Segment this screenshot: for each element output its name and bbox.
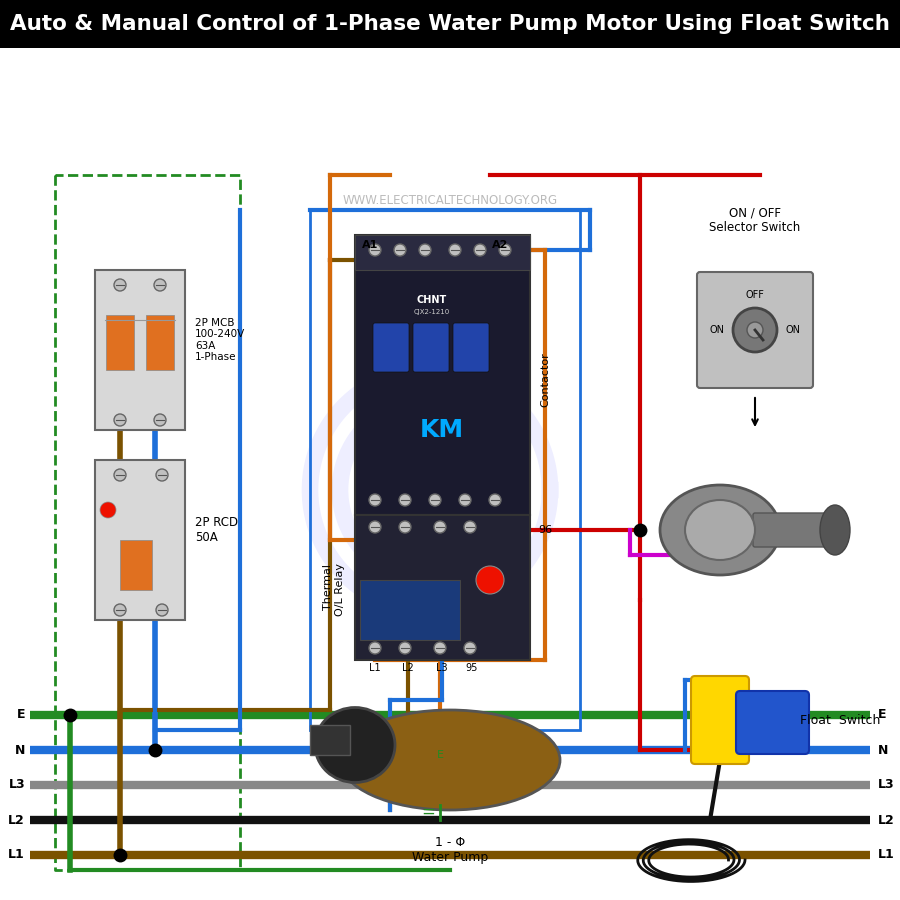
Bar (355, 235, 530, 270)
Circle shape (476, 566, 504, 594)
Text: L3: L3 (878, 778, 895, 791)
Text: OFF: OFF (745, 290, 764, 300)
Text: Contactor: Contactor (540, 353, 550, 408)
Circle shape (464, 521, 476, 533)
FancyBboxPatch shape (310, 725, 350, 755)
Text: ON: ON (786, 325, 800, 335)
Bar (120, 540, 152, 590)
Text: L3: L3 (8, 778, 25, 791)
Bar (106, 315, 134, 370)
Text: N: N (878, 743, 888, 757)
Text: L1: L1 (369, 663, 381, 673)
Text: L3: L3 (436, 663, 448, 673)
FancyBboxPatch shape (697, 272, 813, 388)
Text: L2: L2 (8, 814, 25, 826)
Circle shape (434, 521, 446, 533)
Text: 2P MCB
100-240V
63A
1-Phase: 2P MCB 100-240V 63A 1-Phase (195, 318, 245, 363)
Text: E: E (878, 708, 886, 722)
Circle shape (114, 469, 126, 481)
Circle shape (154, 414, 166, 426)
Text: CJX2-1210: CJX2-1210 (414, 309, 450, 315)
Bar (310, 210, 580, 730)
Text: Thermal
O/L Relay: Thermal O/L Relay (323, 563, 345, 616)
Text: L1: L1 (878, 849, 895, 861)
FancyBboxPatch shape (691, 676, 749, 764)
Text: 95: 95 (466, 663, 478, 673)
Text: KM: KM (420, 418, 464, 442)
Circle shape (489, 494, 501, 506)
Circle shape (114, 279, 126, 291)
Circle shape (499, 244, 511, 256)
Circle shape (394, 244, 406, 256)
Text: ON: ON (709, 325, 725, 335)
Circle shape (369, 244, 381, 256)
Circle shape (434, 642, 446, 654)
FancyBboxPatch shape (736, 691, 809, 754)
Text: E: E (436, 750, 444, 760)
Text: A1: A1 (362, 240, 378, 250)
Circle shape (156, 469, 168, 481)
FancyBboxPatch shape (753, 513, 837, 547)
Bar (360, 580, 460, 640)
Text: ON / OFF
Selector Switch: ON / OFF Selector Switch (709, 206, 801, 234)
Text: 2P RCD
50A: 2P RCD 50A (195, 516, 239, 544)
Text: N: N (14, 743, 25, 757)
Text: Float  Switch: Float Switch (800, 714, 880, 726)
Circle shape (369, 494, 381, 506)
Circle shape (429, 494, 441, 506)
Circle shape (100, 502, 116, 518)
Circle shape (399, 494, 411, 506)
Circle shape (474, 244, 486, 256)
Bar (95, 270, 185, 430)
Text: E: E (16, 708, 25, 722)
Text: CHNT: CHNT (417, 295, 447, 305)
Bar (0, 0, 900, 48)
Bar (355, 235, 530, 515)
Circle shape (747, 322, 763, 338)
Circle shape (114, 414, 126, 426)
Text: WWW.ELECTRICALTECHNOLOGY.ORG: WWW.ELECTRICALTECHNOLOGY.ORG (342, 194, 558, 206)
Ellipse shape (820, 505, 850, 555)
Ellipse shape (340, 710, 560, 810)
Text: 96: 96 (538, 525, 552, 535)
Circle shape (156, 604, 168, 616)
Text: L2: L2 (402, 663, 414, 673)
Circle shape (399, 642, 411, 654)
Circle shape (733, 308, 777, 352)
Text: 1 - Φ
Water Pump: 1 - Φ Water Pump (412, 836, 488, 864)
Circle shape (419, 244, 431, 256)
FancyBboxPatch shape (373, 323, 409, 372)
Circle shape (154, 279, 166, 291)
Ellipse shape (315, 707, 395, 782)
Circle shape (399, 521, 411, 533)
Ellipse shape (660, 485, 780, 575)
Circle shape (114, 604, 126, 616)
Text: L2: L2 (878, 814, 895, 826)
Bar (95, 460, 185, 620)
Circle shape (369, 642, 381, 654)
FancyBboxPatch shape (413, 323, 449, 372)
Circle shape (449, 244, 461, 256)
Bar (355, 515, 530, 660)
Circle shape (369, 521, 381, 533)
Text: =: = (421, 803, 435, 821)
Circle shape (464, 642, 476, 654)
Ellipse shape (685, 500, 755, 560)
Text: Auto & Manual Control of 1-Phase Water Pump Motor Using Float Switch: Auto & Manual Control of 1-Phase Water P… (10, 14, 890, 34)
FancyBboxPatch shape (453, 323, 489, 372)
Circle shape (459, 494, 471, 506)
Text: L1: L1 (8, 849, 25, 861)
Bar (146, 315, 174, 370)
Text: A2: A2 (491, 240, 508, 250)
